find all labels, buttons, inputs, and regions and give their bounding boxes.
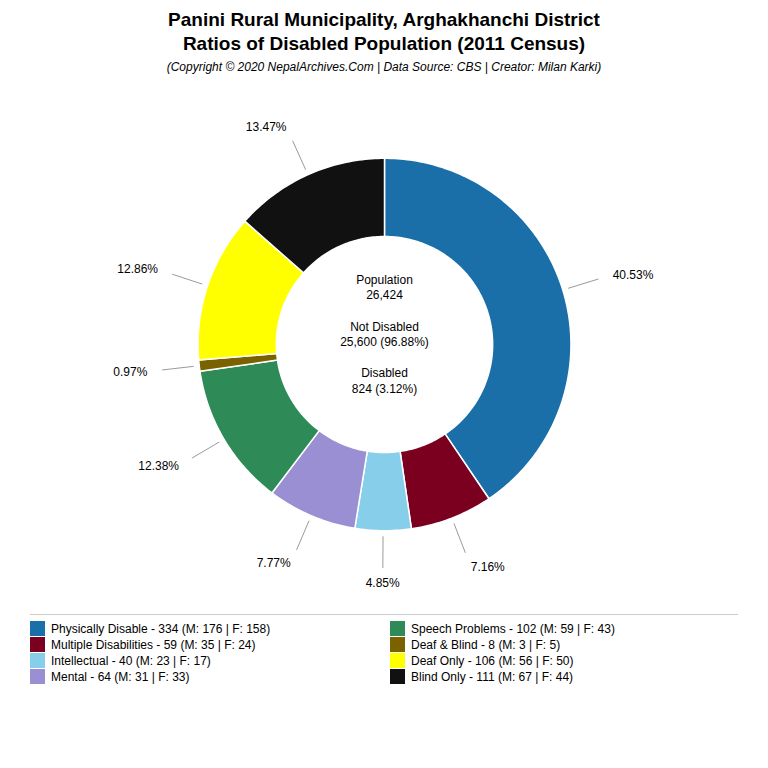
html-text:Physically Disable - 334 (M: 1: Physically Disable - 334 (M: 176 | F: 15… xyxy=(51,621,271,636)
svg-text:Population26,424Not Disabled25: Population26,424Not Disabled25,600 (96.8… xyxy=(340,273,429,396)
html-text:Speech Problems - 102 (M: 59 |: Speech Problems - 102 (M: 59 | F: 43) xyxy=(411,621,615,636)
html-text:Blind Only - 111 (M: 67 | F: 4: Blind Only - 111 (M: 67 | F: 44) xyxy=(411,669,574,684)
svg-text:40.53%: 40.53% xyxy=(613,268,654,282)
svg-text:12.86%: 12.86% xyxy=(117,262,158,276)
svg-text:7.77%: 7.77% xyxy=(257,556,291,570)
html-text:Deaf Only - 106 (M: 56 | F: 50: Deaf Only - 106 (M: 56 | F: 50) xyxy=(411,653,574,668)
html-text:Intellectual - 40 (M: 23 | F:: Intellectual - 40 (M: 23 | F: 17) xyxy=(51,653,211,668)
html-text:Ratios of Disabled Population: Ratios of Disabled Population (2011 Cens… xyxy=(182,33,586,54)
html-text:Panini Rural Municipality, Arg: Panini Rural Municipality, Arghakhanchi … xyxy=(168,9,600,30)
svg-text:0.97%: 0.97% xyxy=(113,365,147,379)
svg-text:12.38%: 12.38% xyxy=(138,459,179,473)
html-text:Mental - 64 (M: 31 | F: 33): Mental - 64 (M: 31 | F: 33) xyxy=(51,669,190,684)
svg-text:7.16%: 7.16% xyxy=(471,560,505,574)
html-text:Deaf & Blind - 8 (M: 3 | F: 5): Deaf & Blind - 8 (M: 3 | F: 5) xyxy=(411,637,561,652)
html-text:Multiple Disabilities - 59 (M:: Multiple Disabilities - 59 (M: 35 | F: 2… xyxy=(51,637,256,652)
html-text:(Copyright © 2020 NepalArchive: (Copyright © 2020 NepalArchives.Com | Da… xyxy=(166,60,602,74)
svg-text:4.85%: 4.85% xyxy=(366,576,400,590)
svg-text:13.47%: 13.47% xyxy=(246,120,287,134)
